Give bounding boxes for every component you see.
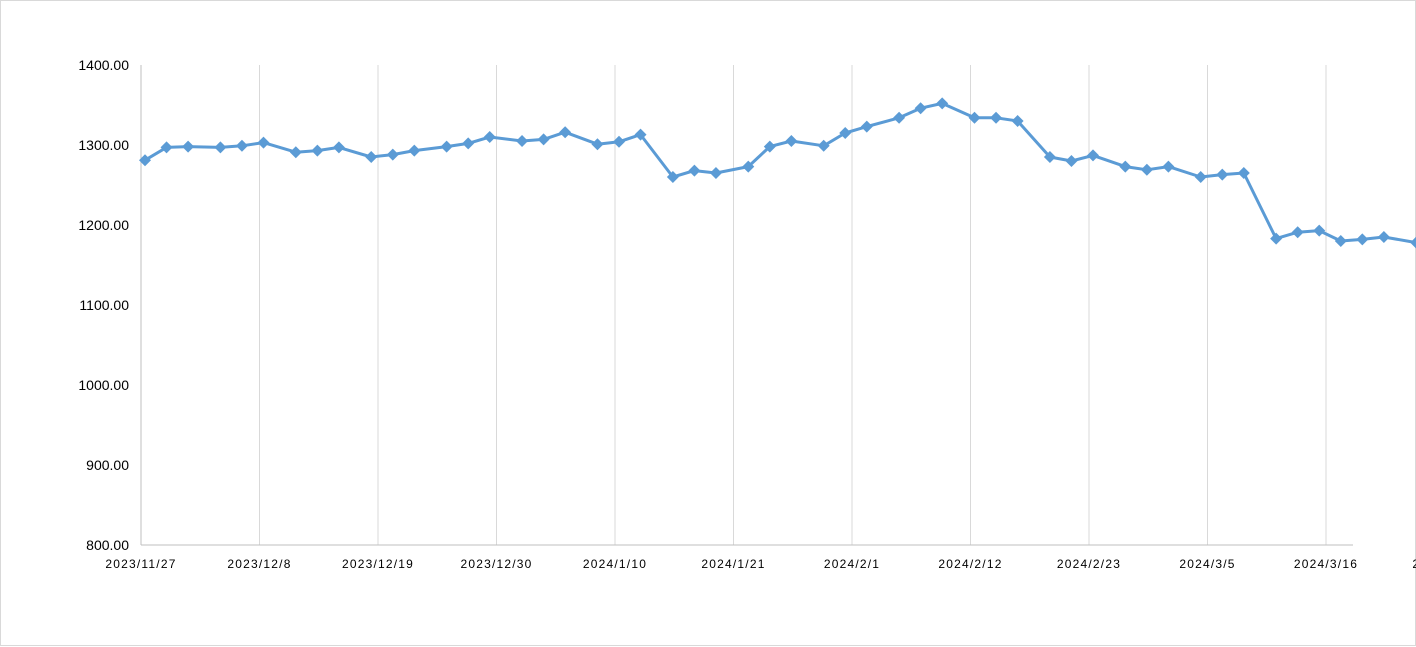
x-tick-label: 2023/11/27 — [105, 557, 176, 571]
y-tick-labels: 800.00 900.00 1000.00 1100.00 1200.00 1300.00… — [78, 57, 129, 553]
data-point-marker — [710, 167, 722, 179]
data-point-marker — [441, 141, 453, 153]
data-point-marker — [236, 140, 248, 152]
data-point-marker — [182, 141, 194, 153]
data-point-marker — [1410, 237, 1416, 249]
y-tick-label: 900.00 — [86, 457, 129, 473]
x-tick-labels: 2023/11/27 2023/12/8 2023/12/19 2023/12/30 2… — [105, 557, 1416, 571]
x-tick-label: 2024/3/27 — [1412, 557, 1416, 571]
axes — [141, 65, 1353, 545]
x-tick-label: 2024/1/21 — [701, 557, 765, 571]
data-point-marker — [1378, 231, 1390, 243]
data-point-marker — [1162, 161, 1174, 173]
data-point-marker — [1292, 226, 1304, 238]
x-tick-label: 2023/12/19 — [342, 557, 414, 571]
data-point-marker — [1216, 169, 1228, 181]
x-tick-label: 2023/12/8 — [227, 557, 291, 571]
data-point-marker — [785, 135, 797, 147]
data-point-marker — [591, 138, 603, 150]
data-point-marker — [538, 133, 550, 145]
data-point-marker — [1356, 233, 1368, 245]
x-tick-label: 2024/3/16 — [1294, 557, 1358, 571]
data-point-marker — [516, 135, 528, 147]
x-tick-label: 2024/3/5 — [1179, 557, 1235, 571]
x-tick-label: 2023/12/30 — [460, 557, 532, 571]
y-tick-label: 800.00 — [86, 537, 129, 553]
data-point-marker — [311, 145, 323, 157]
data-point-marker — [1270, 233, 1282, 245]
x-tick-label: 2024/2/12 — [938, 557, 1002, 571]
data-point-marker — [1335, 235, 1347, 247]
data-point-marker — [1119, 161, 1131, 173]
data-point-marker — [408, 145, 420, 157]
y-tick-label: 1400.00 — [78, 57, 129, 73]
data-point-marker — [365, 151, 377, 163]
y-tick-label: 1100.00 — [79, 297, 129, 313]
x-tick-label: 2024/1/10 — [583, 557, 647, 571]
y-tick-label: 1200.00 — [78, 217, 129, 233]
data-point-marker — [861, 121, 873, 133]
data-series — [139, 97, 1416, 248]
data-point-marker — [1065, 155, 1077, 167]
data-point-marker — [1141, 164, 1153, 176]
y-tick-label: 1000.00 — [78, 377, 129, 393]
x-tick-label: 2024/2/1 — [824, 557, 880, 571]
data-point-marker — [1195, 171, 1207, 183]
data-point-marker — [936, 97, 948, 109]
data-point-marker — [915, 102, 927, 114]
x-tick-label: 2024/2/23 — [1057, 557, 1121, 571]
data-point-marker — [214, 141, 226, 153]
data-point-marker — [462, 137, 474, 149]
data-point-marker — [1238, 167, 1250, 179]
data-point-marker — [559, 126, 571, 138]
data-point-marker — [990, 112, 1002, 124]
data-point-marker — [688, 165, 700, 177]
data-point-marker — [484, 131, 496, 143]
data-point-marker — [290, 146, 302, 158]
data-point-marker — [893, 112, 905, 124]
data-point-marker — [333, 141, 345, 153]
data-point-marker — [387, 149, 399, 161]
data-point-marker — [1313, 225, 1325, 237]
y-tick-label: 1300.00 — [78, 137, 129, 153]
